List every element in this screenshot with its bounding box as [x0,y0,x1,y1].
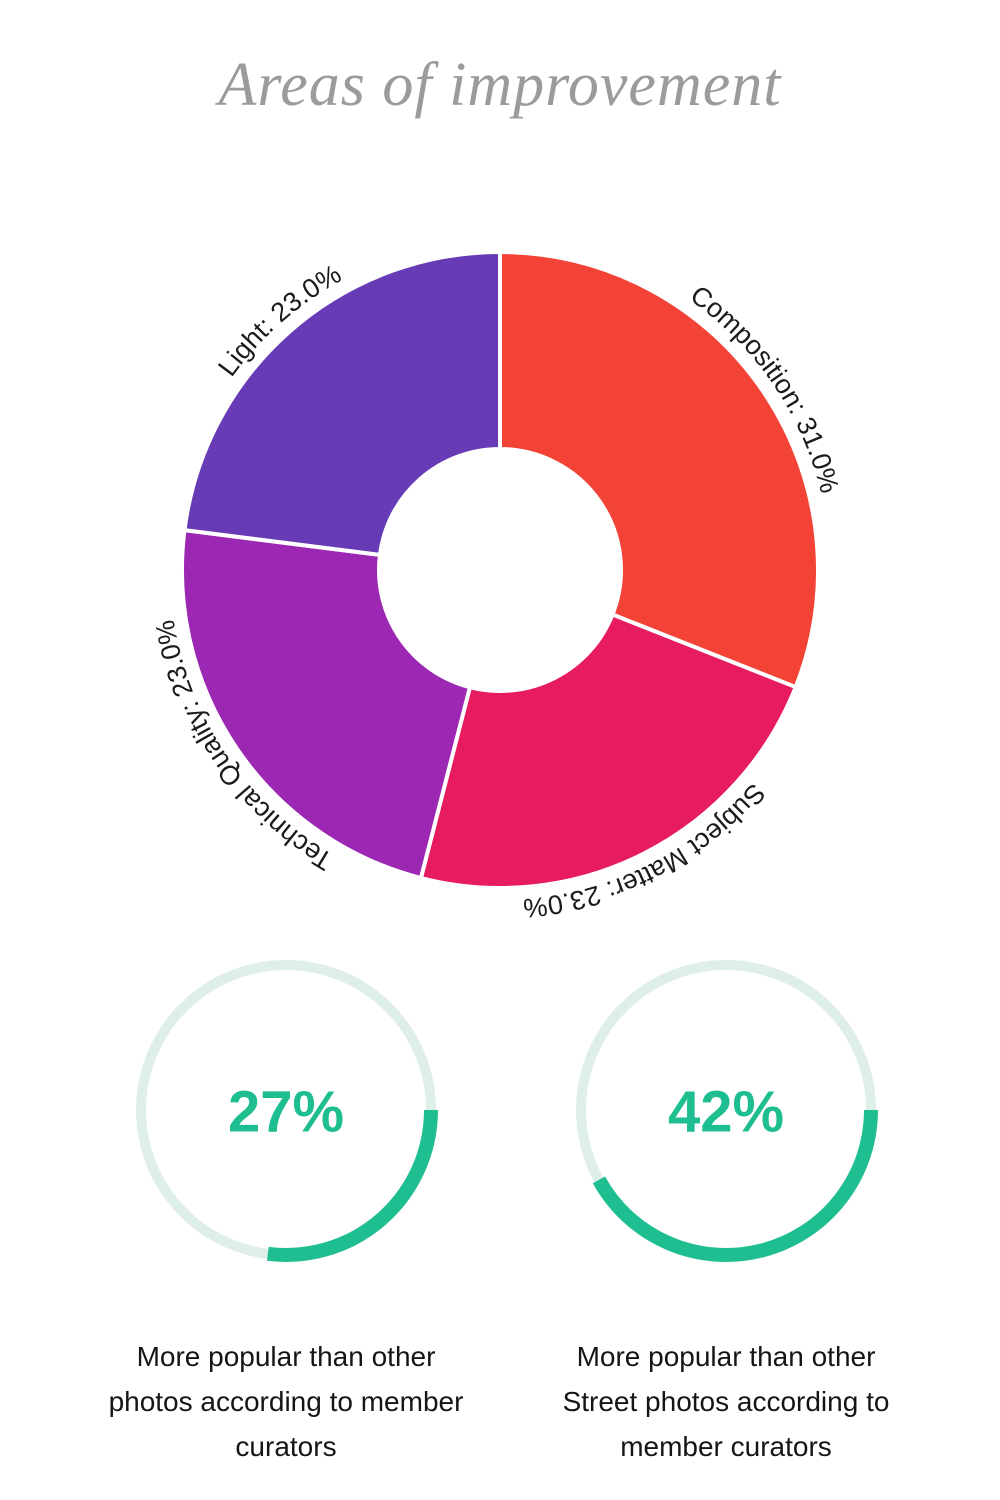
caption-street-photos-line-2: Street photos according to [562,1386,890,1417]
caption-photos-line-3: curators [235,1431,337,1462]
page-title: Areas of improvement [218,51,782,119]
progress-ring-street-photos: 42% [576,960,878,1262]
caption-street-photos-line-1: More popular than other [576,1341,876,1372]
donut-segment-subject-matter [418,612,798,890]
caption-photos-line-2: photos according to member [108,1386,464,1417]
donut-segments [180,250,820,890]
caption-street-photos: More popular than other Street photos ac… [476,1334,976,1469]
ring-progress [266,1109,438,1262]
progress-ring-photos: 27% [136,960,438,1262]
ring-progress [592,1109,878,1262]
progress-ring-photos-value: 27% [228,1080,344,1145]
progress-ring-street-photos-value: 42% [668,1080,784,1145]
donut-segment-light [182,250,502,557]
areas-of-improvement-donut-chart: Composition: 31.0%Subject Matter: 23.0%T… [150,250,845,923]
caption-photos: More popular than other photos according… [36,1334,536,1469]
donut-segment-composition [498,250,820,690]
caption-street-photos-line-3: member curators [620,1431,832,1462]
caption-photos-line-1: More popular than other [136,1341,436,1372]
donut-segment-technical-quality [180,528,472,881]
